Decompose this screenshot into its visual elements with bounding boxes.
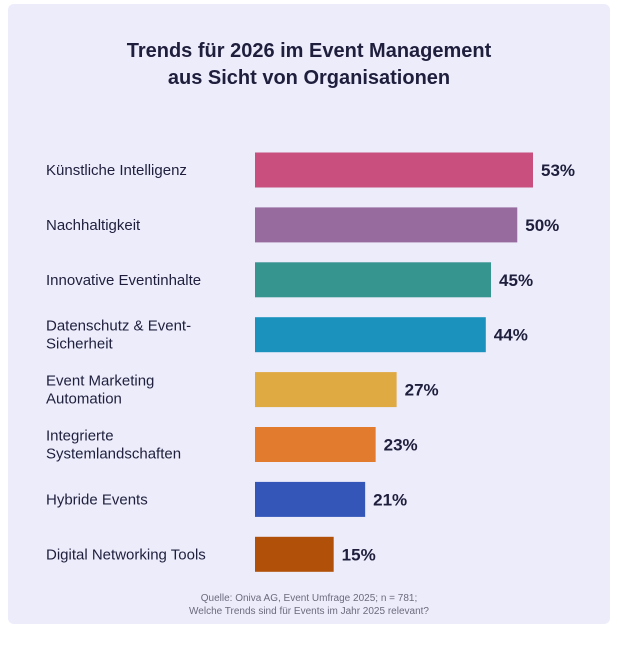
category-label: Automation xyxy=(46,391,122,408)
bar xyxy=(255,372,397,408)
source-line-1: Quelle: Oniva AG, Event Umfrage 2025; n … xyxy=(200,593,418,604)
chart-title-line-2: aus Sicht von Organisationen xyxy=(167,67,451,89)
category-label: Sicherheit xyxy=(46,336,114,353)
bar xyxy=(255,207,518,243)
bar-value-label: 23% xyxy=(384,436,418,455)
bar-value-label: 53% xyxy=(541,161,575,180)
bar-value-label: 45% xyxy=(499,271,533,290)
chart-title: Trends für 2026 im Event Management aus … xyxy=(0,38,618,92)
bar-value-label: 21% xyxy=(373,490,407,509)
bar-value-label: 27% xyxy=(405,381,439,400)
bar xyxy=(255,152,533,188)
category-label: Digital Networking Tools xyxy=(46,546,206,563)
category-label: Datenschutz & Event- xyxy=(46,318,191,335)
bar-value-label: 44% xyxy=(494,326,528,345)
chart-title-line-1: Trends für 2026 im Event Management xyxy=(126,40,492,62)
bar xyxy=(255,481,366,517)
category-label: Systemlandschaften xyxy=(46,446,181,463)
category-label: Künstliche Intelligenz xyxy=(46,162,187,179)
source-line-2: Welche Trends sind für Events im Jahr 20… xyxy=(189,606,429,617)
source-note: Quelle: Oniva AG, Event Umfrage 2025; n … xyxy=(0,592,618,618)
bar xyxy=(255,262,492,298)
bar xyxy=(255,317,486,353)
category-label: Hybride Events xyxy=(46,491,148,508)
chart-card xyxy=(8,4,610,624)
bar-value-label: 15% xyxy=(342,545,376,564)
bar xyxy=(255,427,376,462)
category-label: Nachhaltigkeit xyxy=(46,217,141,234)
category-label: Integrierte xyxy=(46,428,114,445)
category-label: Event Marketing xyxy=(46,373,154,390)
bar-chart: 53% Künstliche Intelligenz 50% Nachhaltigke… xyxy=(46,152,575,572)
category-label: Innovative Eventinhalte xyxy=(46,272,201,289)
bar xyxy=(255,536,334,572)
bar-value-label: 50% xyxy=(525,216,559,235)
